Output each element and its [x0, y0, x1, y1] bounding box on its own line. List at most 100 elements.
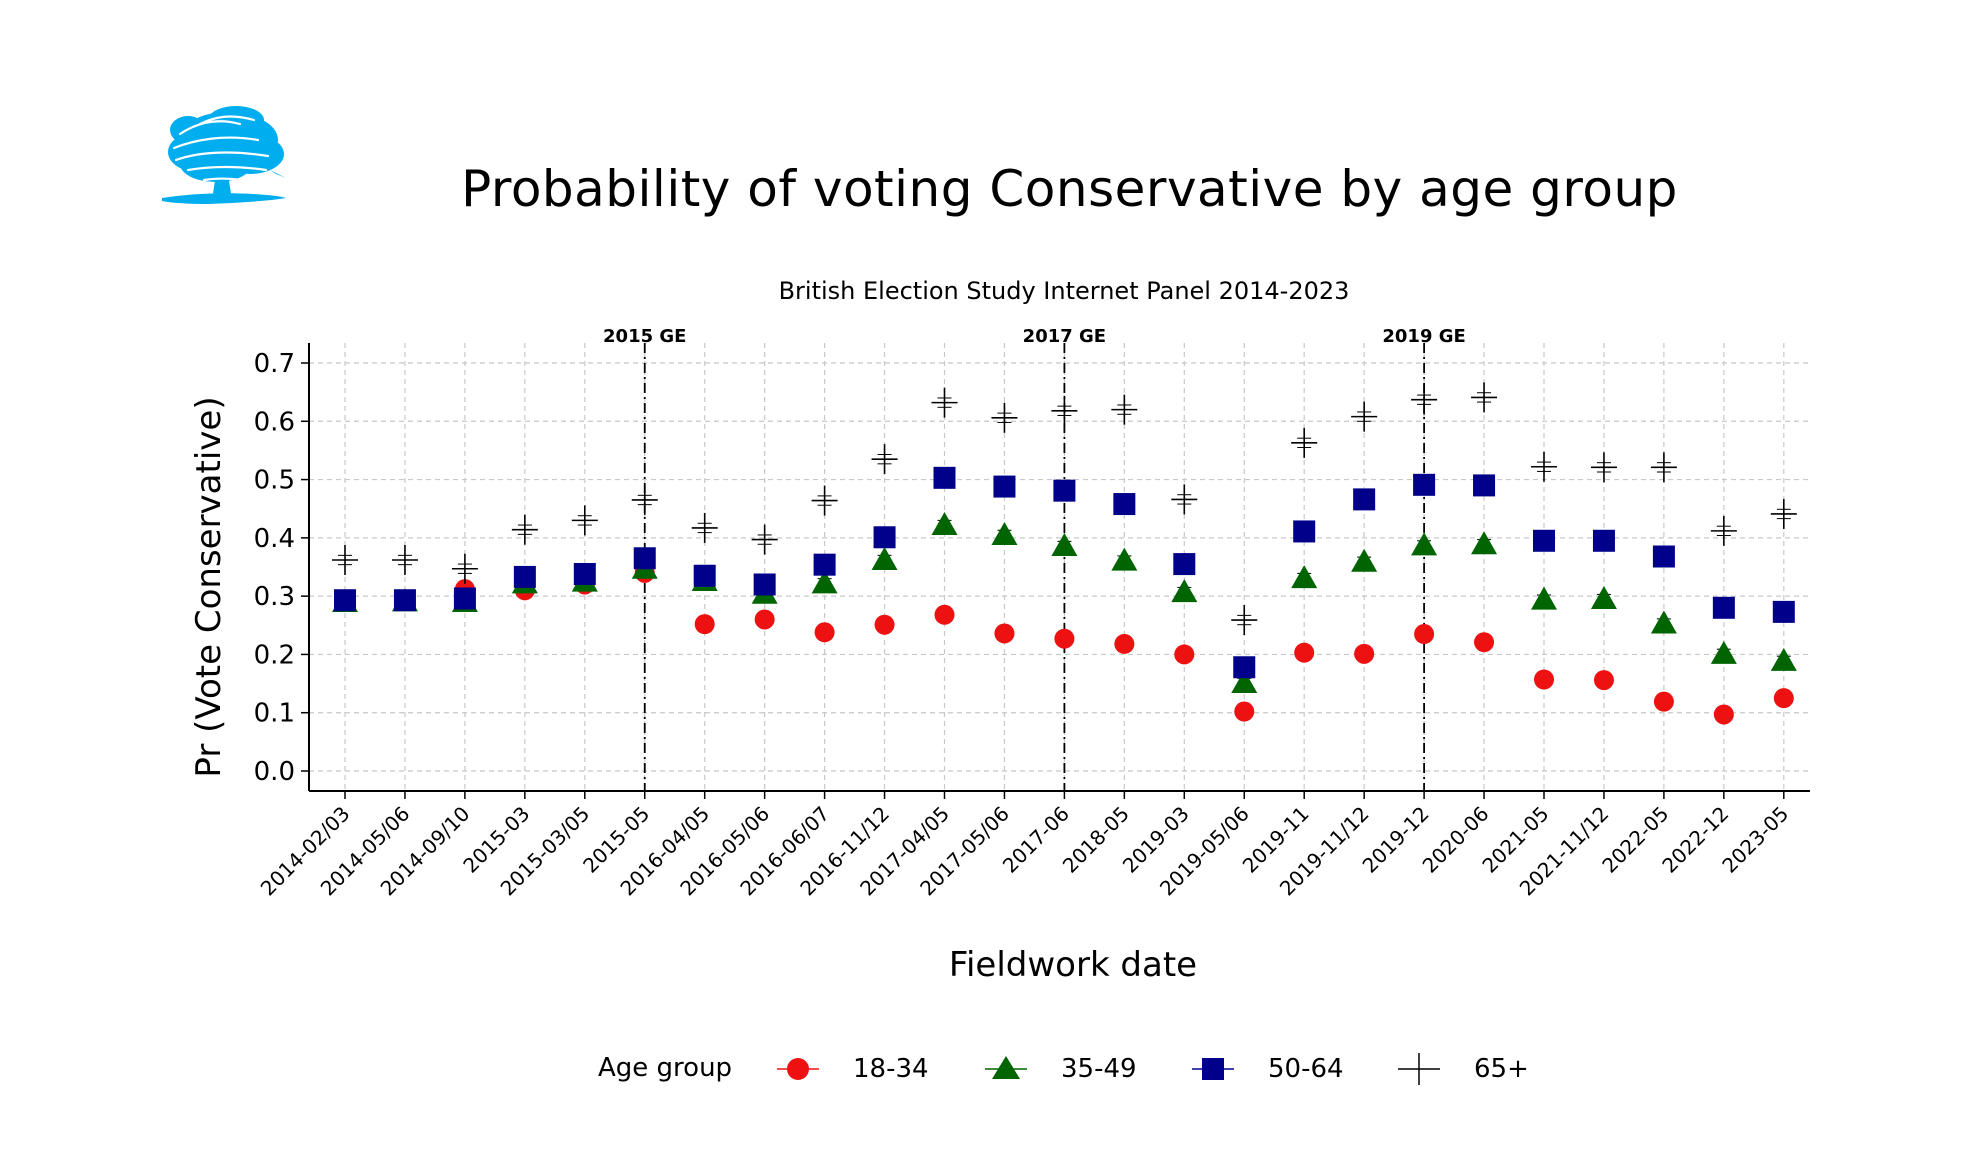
- point-plus-65+: [811, 485, 838, 516]
- point-square-50-64: [453, 587, 476, 610]
- circle-mark: [1474, 632, 1495, 653]
- point-plus-65+: [332, 545, 358, 576]
- point-square-50-64: [1173, 553, 1196, 576]
- triangle-mark: [1351, 548, 1378, 572]
- point-plus-65+: [691, 512, 718, 543]
- circle-mark: [754, 609, 775, 630]
- triangle-mark: [1471, 531, 1498, 555]
- point-triangle-35-49: [1111, 547, 1138, 571]
- triangle-mark: [871, 547, 898, 571]
- election-reference-lines: 2015 GE 2017 GE 2019 GE: [603, 326, 1466, 791]
- point-circle-18-34: [1234, 701, 1255, 722]
- legend-label-65plus: 65+: [1474, 1054, 1529, 1084]
- triangle-mark: [1710, 640, 1737, 664]
- point-triangle-35-49: [871, 547, 898, 571]
- square-mark: [1053, 479, 1076, 502]
- x-axis-title: Fieldwork date: [949, 945, 1197, 985]
- triangle-mark: [1231, 669, 1258, 693]
- election-label: 2015 GE: [603, 326, 686, 347]
- square-mark: [1652, 545, 1675, 568]
- point-plus-65+: [1051, 395, 1078, 426]
- point-triangle-35-49: [1770, 647, 1797, 671]
- point-circle-18-34: [934, 604, 955, 625]
- point-square-50-64: [633, 547, 656, 570]
- point-plus-65+: [451, 553, 478, 584]
- point-plus-65+: [1471, 382, 1498, 413]
- chart-subtitle: British Election Study Internet Panel 20…: [778, 277, 1350, 305]
- square-mark: [1113, 493, 1136, 516]
- point-plus-65+: [1351, 401, 1378, 432]
- square-mark: [393, 589, 416, 612]
- point-plus-65+: [1590, 452, 1617, 483]
- point-triangle-35-49: [1471, 531, 1498, 555]
- legend-item-35-49: 35-49: [983, 1049, 1137, 1089]
- triangle-mark: [1411, 532, 1438, 556]
- square-mark: [693, 564, 716, 587]
- triangle-mark: [1770, 647, 1797, 671]
- point-plus-65+: [1231, 605, 1258, 636]
- triangle-mark: [1171, 579, 1198, 603]
- point-plus-65+: [631, 484, 658, 515]
- point-square-50-64: [1473, 474, 1496, 497]
- point-square-50-64: [993, 475, 1016, 498]
- legend-label-18-34: 18-34: [853, 1054, 929, 1084]
- point-plus-65+: [1111, 394, 1138, 425]
- square-mark: [573, 562, 596, 585]
- plot-area: 0.00.10.20.30.40.50.60.72014-02/032014-0…: [189, 326, 1810, 985]
- circle-mark: [994, 623, 1015, 644]
- point-plus-65+: [1171, 484, 1198, 515]
- point-circle-18-34: [1534, 669, 1554, 690]
- circle-mark: [1773, 688, 1794, 709]
- triangle-mark: [931, 512, 958, 536]
- point-square-50-64: [334, 589, 356, 612]
- circle-mark: [1054, 628, 1075, 649]
- point-triangle-35-49: [1231, 669, 1258, 693]
- point-square-50-64: [873, 526, 896, 549]
- triangle-mark: [1291, 565, 1318, 589]
- point-triangle-35-49: [1051, 533, 1078, 557]
- square-mark: [334, 589, 356, 612]
- point-circle-18-34: [1474, 632, 1495, 653]
- chart-title: Probability of voting Conservative by ag…: [461, 160, 1678, 218]
- triangle-mark: [1111, 547, 1138, 571]
- point-triangle-35-49: [1590, 586, 1617, 610]
- point-square-50-64: [393, 589, 416, 612]
- square-mark: [1233, 656, 1256, 679]
- point-square-50-64: [513, 565, 536, 588]
- legend-item-18-34: 18-34: [775, 1049, 929, 1089]
- point-circle-18-34: [1354, 643, 1375, 664]
- legend-item-50-64: 50-64: [1190, 1049, 1344, 1089]
- y-tick-label: 0.2: [254, 640, 295, 670]
- y-axis-title: Pr (Vote Conservative): [189, 396, 229, 777]
- point-plus-65+: [1291, 427, 1318, 458]
- square-mark: [813, 553, 836, 576]
- point-triangle-35-49: [1351, 548, 1378, 572]
- election-label: 2017 GE: [1023, 326, 1106, 347]
- legend-circle-icon: [777, 1058, 819, 1080]
- point-circle-18-34: [994, 623, 1015, 644]
- point-triangle-35-49: [1650, 610, 1677, 634]
- square-mark: [1533, 529, 1555, 552]
- point-triangle-35-49: [1411, 532, 1438, 556]
- data-marks: [332, 382, 1797, 725]
- point-circle-18-34: [1593, 670, 1614, 691]
- square-mark: [1353, 488, 1376, 511]
- square-mark: [753, 573, 776, 596]
- point-circle-18-34: [1713, 704, 1734, 725]
- circle-mark: [1234, 701, 1255, 722]
- legend-label-35-49: 35-49: [1061, 1054, 1137, 1084]
- triangle-mark: [991, 521, 1018, 545]
- point-square-50-64: [1413, 473, 1436, 496]
- circle-mark: [1354, 643, 1375, 664]
- point-triangle-35-49: [1171, 579, 1198, 603]
- circle-mark: [934, 604, 955, 625]
- square-mark: [1293, 520, 1316, 543]
- point-plus-65+: [931, 387, 958, 418]
- y-tick-label: 0.3: [254, 582, 295, 612]
- point-plus-65+: [511, 514, 538, 545]
- legend-label-50-64: 50-64: [1268, 1054, 1344, 1084]
- square-mark: [1592, 529, 1615, 552]
- square-mark: [1772, 600, 1795, 623]
- y-tick-label: 0.1: [254, 699, 295, 729]
- point-square-50-64: [1533, 529, 1555, 552]
